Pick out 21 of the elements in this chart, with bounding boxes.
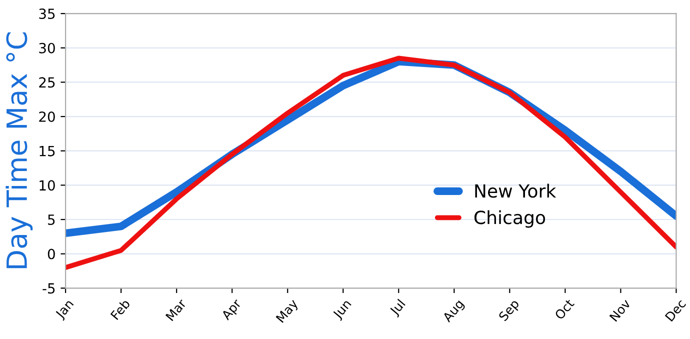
x-tick-label: Apr (220, 298, 244, 322)
x-tick-label: Jun (332, 298, 354, 322)
y-tick-label: -5 (42, 283, 55, 294)
line-series (66, 56, 676, 270)
y-tick-label: 5 (48, 214, 55, 225)
y-tick-label: 20 (39, 112, 55, 122)
y-axis-title: Day Time Max °C (6, 32, 33, 268)
x-tick-label: Dec (664, 298, 686, 322)
y-tick-label: 25 (39, 77, 55, 88)
legend-label: New York (475, 184, 556, 198)
x-tick-label: Feb (110, 298, 131, 320)
y-tick-label: 30 (39, 42, 55, 54)
x-tick-label: Sep (498, 298, 522, 324)
x-tick-label: Jul (388, 298, 408, 318)
y-tick-label: 10 (40, 180, 55, 191)
x-tick-label: Oct (554, 298, 575, 320)
legend-label: Chicago (474, 210, 546, 228)
y-tick-label: 0 (48, 248, 55, 260)
y-tick-label: 35 (39, 8, 55, 20)
x-tick-label: Jan (54, 298, 76, 321)
y-tick-label: 15 (40, 146, 55, 156)
